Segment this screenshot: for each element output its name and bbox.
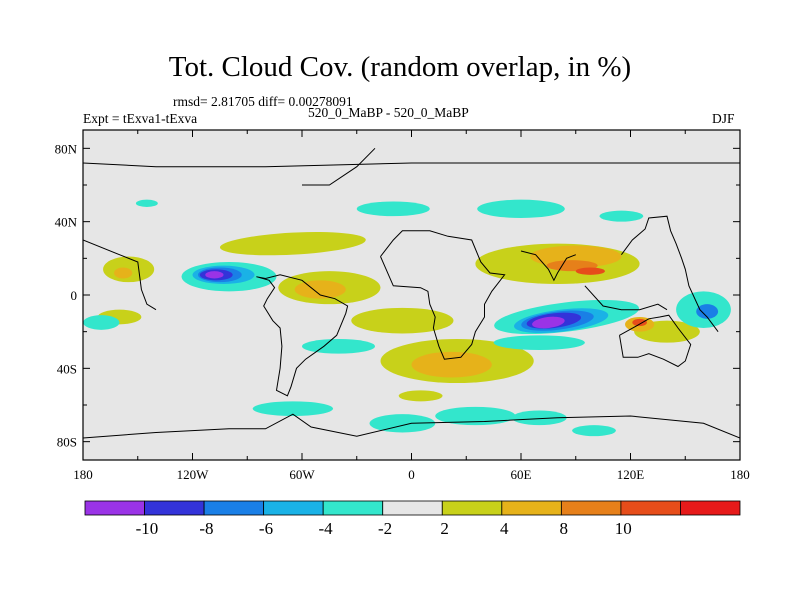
coastline-6: [620, 215, 719, 332]
y-tick-label: 0: [71, 288, 78, 303]
contour-madagascar-cyan: [493, 335, 585, 350]
contour-north-streak-2: [477, 199, 565, 218]
case-label: 520_0_MaBP - 520_0_MaBP: [308, 105, 469, 120]
colorbar-label: -6: [259, 519, 273, 538]
contour-north-indian-orange: [530, 245, 622, 268]
contour-west-pacific-blue: [696, 304, 719, 319]
contour-west-pacific-orange: [114, 267, 133, 279]
contour-southern-band-3: [511, 410, 567, 426]
contour-dateline-cyan: [83, 315, 120, 330]
stats-label: rmsd= 2.81705 diff= 0.00278091: [173, 94, 353, 109]
contour-north-pacific-yellow: [219, 232, 366, 256]
colorbar-swatch: [144, 500, 205, 516]
map-plot-area: [83, 130, 740, 460]
x-tick-label: 180: [73, 467, 93, 482]
coastline-9: [584, 285, 668, 311]
contour-central-pacific-purple: [205, 271, 224, 279]
x-tick-label: 60E: [511, 467, 532, 482]
chart-title: Tot. Cloud Cov. (random overlap, in %): [168, 51, 632, 83]
coastline-2: [380, 230, 506, 360]
season-label: DJF: [712, 111, 735, 126]
y-axis: 80N 40N 0 40S 80S: [55, 141, 740, 450]
contour-east-indian-red: [632, 318, 647, 327]
coastline-10: [83, 162, 740, 168]
colorbar-swatch: [620, 500, 681, 516]
colorbar-label: 10: [615, 519, 632, 538]
contour-south-atlantic-orange: [411, 351, 492, 378]
coastline-7: [520, 250, 576, 282]
x-axis: 180 120W 60W 0 60E 120E 180: [73, 130, 750, 482]
coastline-5: [83, 239, 157, 311]
x-tick-label: 120E: [617, 467, 645, 482]
experiment-label: Expt = tExva1-tExva: [83, 111, 198, 126]
map-background: [83, 130, 740, 460]
x-tick-label: 60W: [289, 467, 315, 482]
contour-southern-yellow: [398, 390, 443, 402]
contour-north-indian-red: [575, 267, 605, 275]
colorbar-label: 4: [500, 519, 509, 538]
colorbar-label: 2: [440, 519, 449, 538]
y-tick-label: 40N: [55, 215, 78, 230]
x-tick-label: 0: [408, 467, 415, 482]
y-tick-label: 40S: [57, 361, 77, 376]
colorbar-swatch: [680, 500, 741, 516]
colorbar-swatch: [382, 500, 443, 516]
contour-equatorial-yellow: [351, 307, 454, 334]
x-tick-label: 180: [730, 467, 750, 482]
colorbar-swatch: [263, 500, 324, 516]
colorbar-swatch: [441, 500, 503, 516]
y-tick-label: 80N: [55, 141, 78, 156]
colorbar: -10 -8 -6 -4 -2 2 4 8 10: [84, 500, 741, 538]
contour-north-streak-3: [599, 210, 644, 222]
colorbar-swatch: [322, 500, 384, 516]
contour-southern-band-1: [369, 414, 436, 433]
colorbar-label: -8: [199, 519, 213, 538]
coastline-3: [619, 314, 692, 368]
contour-southern-band-4: [252, 401, 334, 416]
colorbar-swatch: [501, 500, 562, 516]
contour-north-streak-4: [135, 199, 158, 207]
contour-south-america-cyan: [302, 339, 375, 354]
colorbar-label: -4: [318, 519, 333, 538]
coastline-4: [83, 413, 740, 439]
colorbar-label: -2: [378, 519, 392, 538]
x-tick-label: 120W: [177, 467, 210, 482]
contour-southern-band-5: [572, 425, 616, 437]
colorbar-swatch: [84, 500, 145, 516]
colorbar-label: -10: [136, 519, 159, 538]
colorbar-label: 8: [559, 519, 568, 538]
y-tick-label: 80S: [57, 435, 77, 450]
colorbar-swatch: [203, 500, 265, 516]
contour-indian-ocean-purple: [532, 316, 565, 329]
contour-north-streak-1: [356, 201, 430, 217]
coastline-8: [302, 147, 376, 186]
contour-tropical-atlantic-orange: [294, 280, 346, 299]
coastline-1: [256, 274, 349, 397]
colorbar-swatch: [560, 500, 622, 516]
